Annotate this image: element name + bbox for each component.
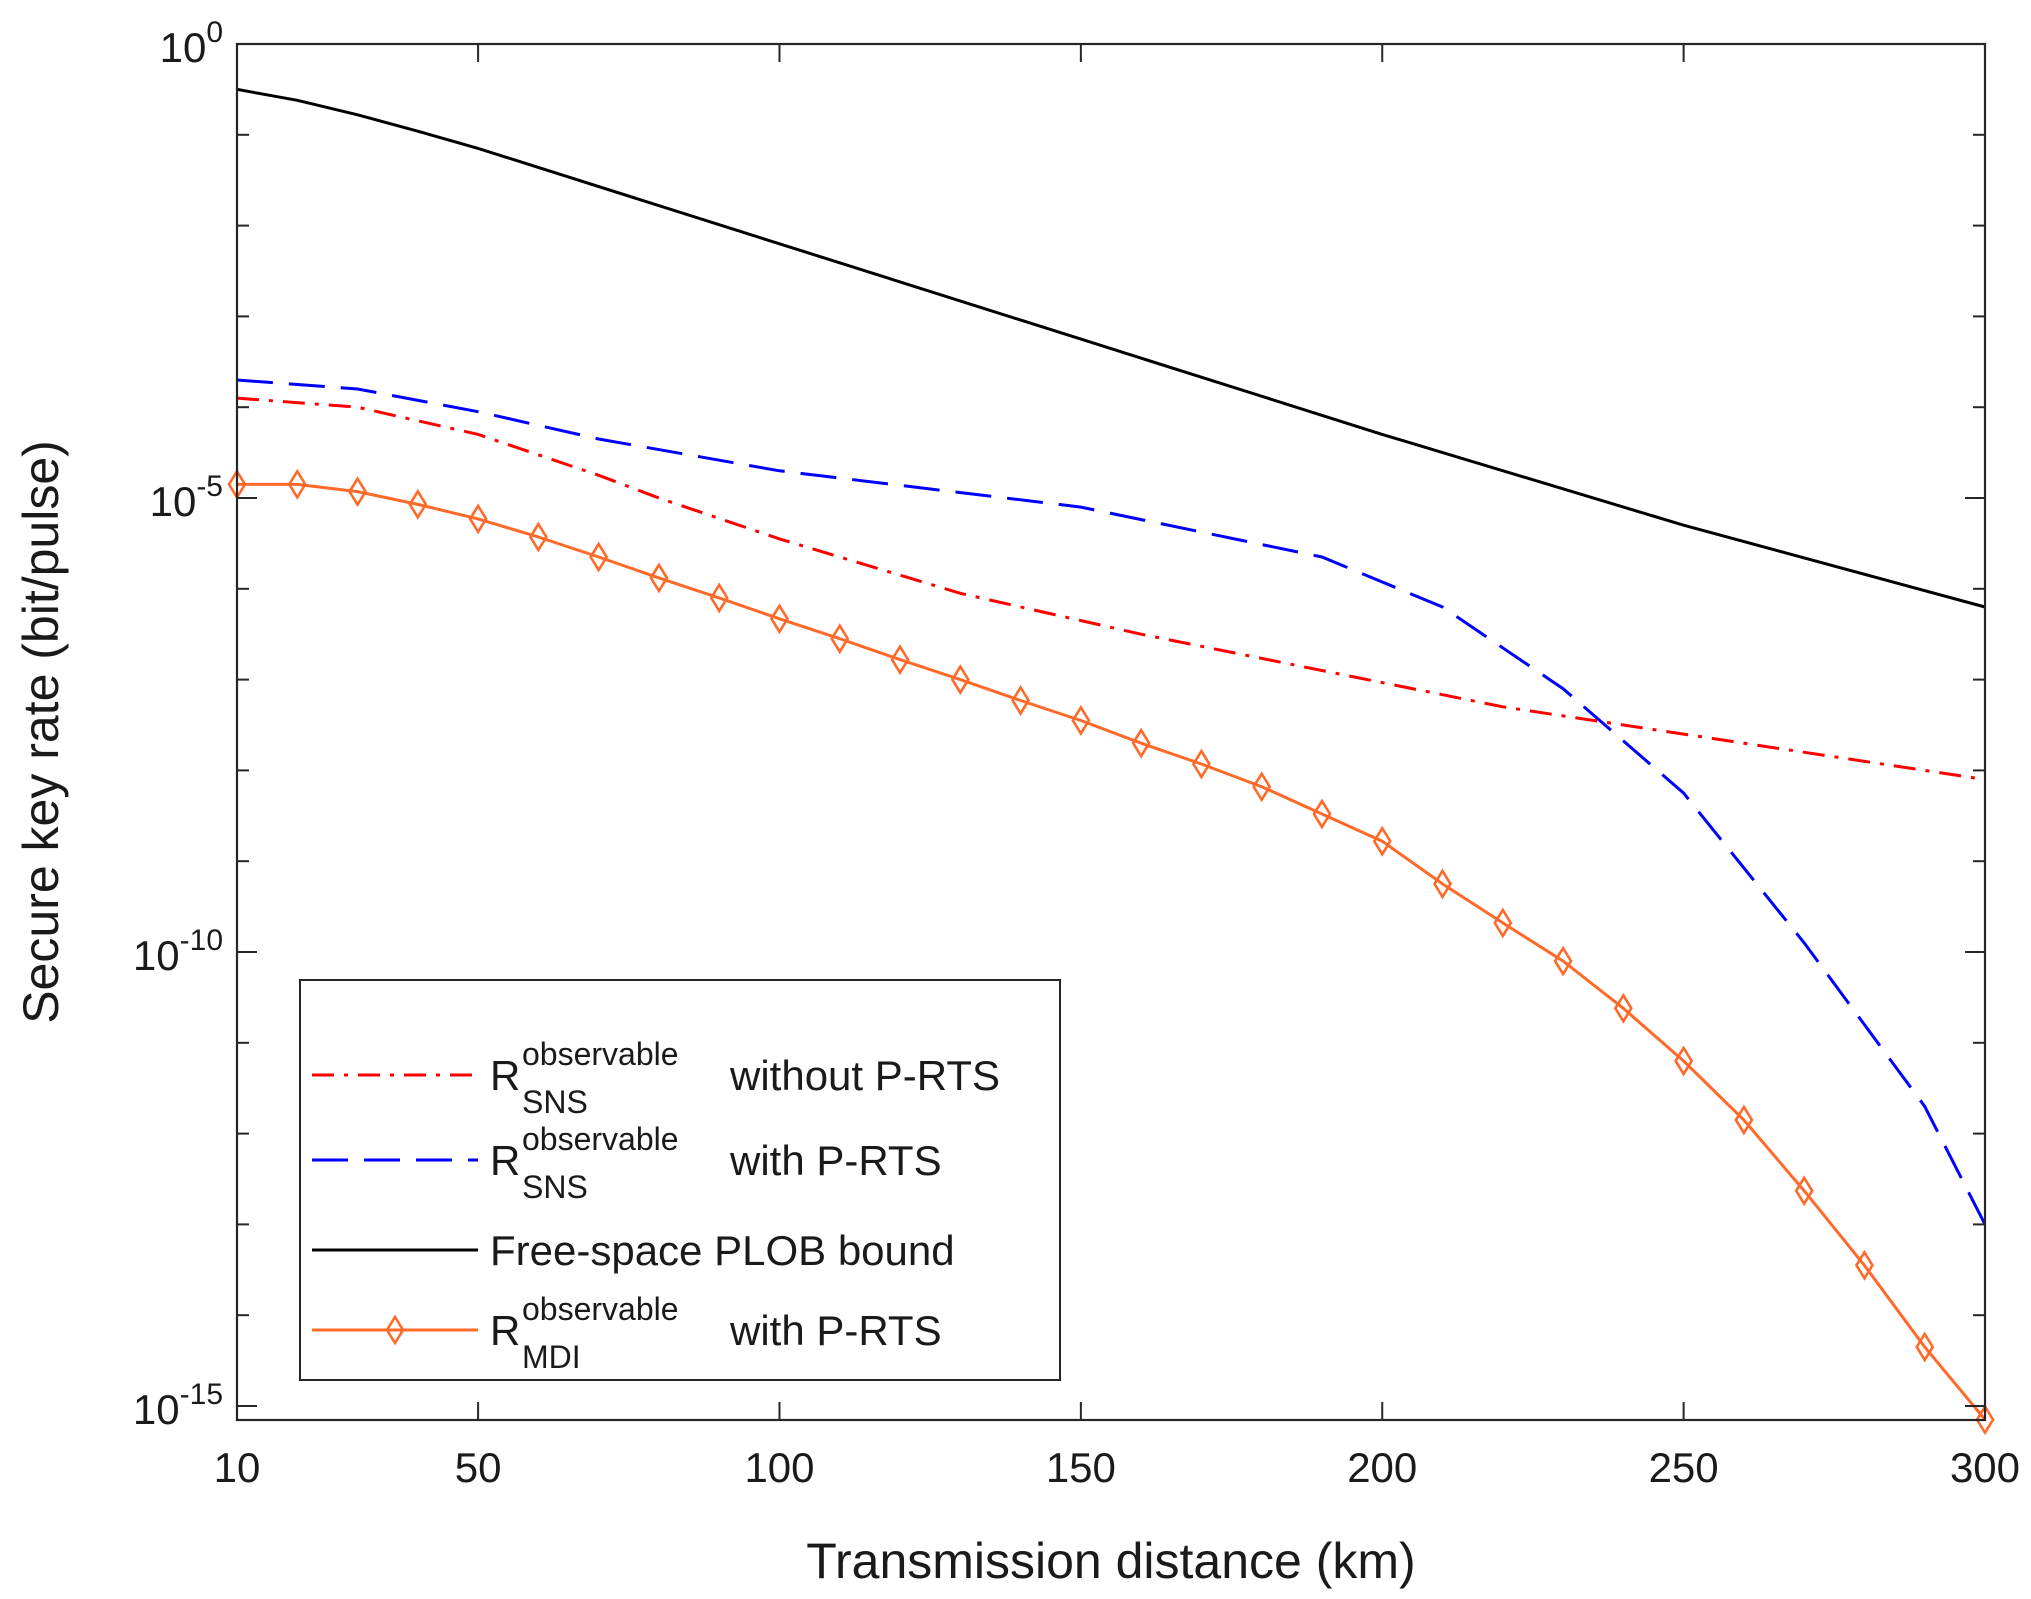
y-tick-label: 100 [160,16,223,71]
y-tick-label: 10-15 [133,1378,223,1433]
x-tick-label: 300 [1950,1444,2020,1491]
data-point [1191,748,1211,780]
legend-sup: observable [522,1291,679,1327]
data-point [950,664,970,696]
legend-label-4: R [490,1307,520,1354]
legend-sub: SNS [522,1169,588,1205]
axes-layer: 10 50 100 150 200 250 300 100 10-5 10-10 10-15 [133,16,2020,1491]
x-axis-title: Transmission distance (km) [806,1533,1415,1589]
x-tick-label: 150 [1046,1444,1116,1491]
data-point [1674,1045,1694,1077]
x-tick-label: 200 [1347,1444,1417,1491]
data-point [649,562,669,594]
data-point [1131,727,1151,759]
data-point [830,623,850,655]
legend-desc-1: without P-RTS [729,1052,1000,1099]
series-line-4 [237,482,1987,1421]
data-point [348,476,368,508]
legend-sub: MDI [522,1339,581,1375]
axes-box [235,42,1987,1422]
x-tick-label: 50 [455,1444,502,1491]
data-point [1975,1404,1995,1436]
data-point [468,503,488,535]
data-point [1794,1175,1814,1207]
data-point [1432,868,1453,900]
legend-box [299,979,1061,1381]
legend-label-2: R [490,1137,520,1184]
data-point [1071,704,1091,736]
data-point [1854,1249,1874,1281]
series-layer [227,87,1995,1436]
x-tick-label: 10 [214,1444,261,1491]
data-point [769,603,790,635]
y-axis-title: Secure key rate (bit/pulse) [13,440,69,1024]
y-tick-label: 10-10 [133,924,223,979]
data-point [408,488,428,520]
series-line-1 [237,396,1986,781]
data-point [528,521,548,553]
data-point [287,468,307,500]
y-tick-label: 10-5 [150,470,223,525]
data-point [890,644,910,676]
x-tick-label: 100 [744,1444,814,1491]
series-line-3 [237,87,1986,609]
data-point [1252,771,1272,803]
data-point [1915,1331,1935,1363]
data-point [1372,825,1392,857]
x-tick-label: 250 [1649,1444,1719,1491]
legend-desc-2: with P-RTS [729,1137,942,1184]
data-point [1734,1104,1754,1136]
legend-label-1: R [490,1052,520,1099]
data-point [1312,798,1332,830]
legend-sub: SNS [522,1084,588,1120]
data-point [1493,907,1513,939]
data-point [1553,945,1573,977]
data-point [1613,992,1633,1024]
data-point [1011,685,1031,716]
legend-label-3: Free-space PLOB bound [490,1227,955,1274]
series-line-2 [237,378,1987,1226]
legend-marker [385,1314,405,1346]
data-point [709,582,729,614]
legend-sup: observable [522,1121,679,1157]
legend-desc-4: with P-RTS [729,1307,942,1354]
legend-sup: observable [522,1036,679,1072]
data-point [589,541,609,573]
